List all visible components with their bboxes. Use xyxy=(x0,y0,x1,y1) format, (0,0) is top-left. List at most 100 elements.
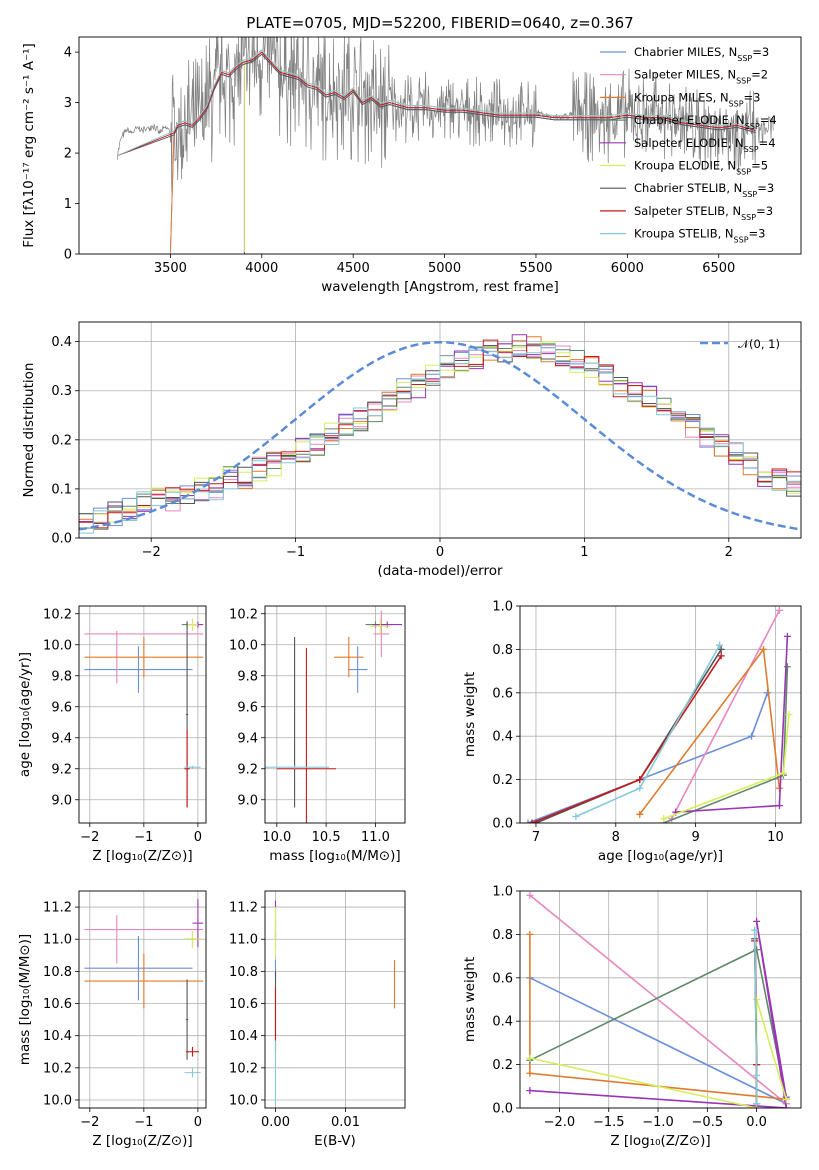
weight-marker-salpeter_elodie xyxy=(753,917,761,925)
legend-nssp: =3 xyxy=(749,227,766,241)
x-tick-label: 3500 xyxy=(154,261,187,276)
legend-label-salpeter_miles: Salpeter MILES, NSSP=2 xyxy=(634,68,768,86)
panel-mass_vs_ebv: 0.00 0.01 10.0 10.2 10.4 10.6 10.8 11.0 11.2 E(B-… xyxy=(229,890,406,1149)
axes-frame xyxy=(78,890,207,1109)
y-tick-label: 10.2 xyxy=(43,1061,72,1076)
y-tick-label: 10.8 xyxy=(229,965,258,980)
weight-marker-chabrier_miles xyxy=(748,732,756,740)
x-axis-label: (data-model)/error xyxy=(377,563,503,579)
weight-marker-kroupa_elodie xyxy=(779,769,787,777)
y-tick-label: 10.2 xyxy=(229,607,258,622)
legend-nssp: =5 xyxy=(751,159,768,173)
x-tick-label: 9 xyxy=(691,830,699,845)
axes-frame xyxy=(519,890,802,1109)
axes-frame xyxy=(519,605,802,824)
panel-age_vs_Z: −2 −1 0 9.0 9.2 9.4 9.6 9.8 10.0 10.2 Z [log₁₀(Z/Z… xyxy=(17,605,207,864)
x-tick-label: 10.0 xyxy=(262,830,291,845)
weight-marker-kroupa_stelib xyxy=(636,784,644,792)
axes-frame xyxy=(264,890,406,1109)
y-tick-label: 9.6 xyxy=(51,700,72,715)
y-tick-label: 0.6 xyxy=(492,686,513,701)
y-axis-label: Flux [fλ10⁻¹⁷ erg cm⁻² s⁻¹ A⁻¹] xyxy=(21,43,37,248)
model-line-kroupa_stelib xyxy=(117,49,756,157)
y-axis-label: mass [log₁₀(M/M⊙)] xyxy=(17,934,33,1065)
weight-marker-salpeter_elodie xyxy=(782,1104,790,1108)
plot-area xyxy=(84,618,204,808)
legend-label-kroupa_stelib: Kroupa STELIB, NSSP=3 xyxy=(634,227,765,245)
y-tick-label: 10.4 xyxy=(43,1029,72,1044)
weight-marker-salpeter_elodie xyxy=(783,632,791,640)
y-tick-label: 4 xyxy=(64,46,72,61)
weight-marker-kroupa_elodie xyxy=(526,1054,534,1062)
legend-subscript: SSP xyxy=(737,54,752,63)
weight-marker-kroupa_elodie xyxy=(782,1095,790,1103)
y-tick-label: 11.0 xyxy=(229,933,258,948)
weight-marker-salpeter_stelib xyxy=(717,652,725,660)
plot-area xyxy=(265,610,403,823)
y-tick-label: 0.8 xyxy=(492,643,513,658)
y-tick-label: 0.6 xyxy=(492,971,513,986)
x-tick-label: −1.5 xyxy=(593,1115,625,1130)
axes-frame xyxy=(78,321,802,539)
histogram-kroupa_stelib xyxy=(79,343,801,538)
y-tick-label: 0.2 xyxy=(492,773,513,788)
y-axis-label: age [log₁₀(age/yr)] xyxy=(17,652,33,777)
y-tick-label: 2 xyxy=(64,147,72,162)
x-axis-label: Z [log₁₀(Z/Z⊙)] xyxy=(610,1133,710,1149)
y-tick-label: 10.2 xyxy=(43,607,72,622)
model-line-salpeter_stelib xyxy=(117,51,756,157)
y-tick-label: 9.2 xyxy=(51,762,72,777)
x-tick-label: 8 xyxy=(612,830,620,845)
x-tick-label: 5500 xyxy=(519,261,552,276)
y-tick-label: 11.2 xyxy=(229,901,258,916)
normal-reference-curve xyxy=(79,340,801,531)
x-tick-label: −1 xyxy=(134,830,153,845)
y-axis-label: mass weight xyxy=(462,672,478,757)
legend-subscript: SSP xyxy=(745,122,760,131)
legend-nssp: =4 xyxy=(759,136,776,150)
panel-mass_vs_Z: −2 −1 0 10.0 10.2 10.4 10.6 10.8 11.0 11.2 Z [log₁… xyxy=(17,890,207,1149)
x-axis-label: mass [log₁₀(M/M⊙)] xyxy=(269,848,400,864)
axes-frame xyxy=(78,605,207,824)
panel-mass_weight_vs_age: 7 8 9 10 0.0 0.2 0.4 0.6 0.8 1.0 age [log₁₀(age/yr… xyxy=(462,600,802,864)
x-tick-label: 2 xyxy=(725,545,733,560)
y-tick-label: 10.2 xyxy=(229,1061,258,1076)
weight-marker-salpeter_elodie xyxy=(775,802,783,810)
y-axis-label: mass weight xyxy=(462,957,478,1042)
legend-nssp: =3 xyxy=(752,45,769,59)
weight-marker-salpeter_elodie xyxy=(526,1087,534,1095)
weight-marker-kroupa_miles xyxy=(526,1069,534,1077)
y-tick-label: 0.0 xyxy=(51,532,72,547)
x-tick-label: −0.5 xyxy=(692,1115,724,1130)
plot-area xyxy=(526,891,790,1108)
legend-label-normal: 𝒩(0, 1) xyxy=(738,337,780,351)
y-tick-label: 1 xyxy=(64,197,72,212)
legend-nssp: =3 xyxy=(744,90,761,104)
weight-marker-salpeter_stelib xyxy=(636,776,644,784)
weight-marker-chabrier_miles xyxy=(524,819,532,823)
y-tick-label: 10.0 xyxy=(229,1093,258,1108)
weight-marker-salpeter_stelib xyxy=(528,819,536,823)
y-tick-label: 10.0 xyxy=(229,638,258,653)
figure-title: PLATE=0705, MJD=52200, FIBERID=0640, z=0… xyxy=(246,14,633,32)
panel-spectrum: 3500 4000 4500 5000 5500 6000 6500 0 1 2 3 4 wavelen… xyxy=(21,36,802,295)
weight-line-salpeter_miles xyxy=(529,894,787,1105)
legend-subscript: SSP xyxy=(742,190,757,199)
x-tick-label: 5000 xyxy=(428,261,461,276)
legend-label-salpeter_elodie: Salpeter ELODIE, NSSP=4 xyxy=(634,136,776,154)
axes-frame xyxy=(78,36,802,255)
y-tick-label: 0.2 xyxy=(51,433,72,448)
weight-line-kroupa_stelib xyxy=(575,644,721,818)
x-tick-label: −2.0 xyxy=(544,1115,576,1130)
x-tick-label: 0 xyxy=(436,545,444,560)
x-axis-label: E(B-V) xyxy=(314,1133,356,1149)
y-tick-label: 1.0 xyxy=(492,885,513,900)
axes-frame xyxy=(264,605,406,824)
y-tick-label: 0.0 xyxy=(492,817,513,832)
plot-area xyxy=(524,606,793,823)
y-tick-label: 0.4 xyxy=(492,730,513,745)
x-tick-label: −2 xyxy=(80,1115,99,1130)
model-line-chabrier_stelib xyxy=(117,53,756,157)
x-tick-label: 6500 xyxy=(702,261,735,276)
